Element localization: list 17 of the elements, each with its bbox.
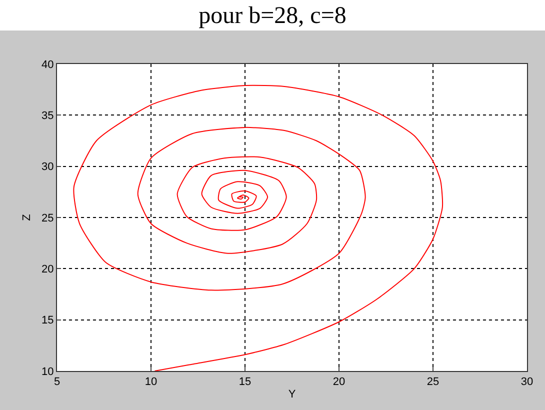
y-tick-label: 40	[42, 58, 54, 71]
x-axis-title: Y	[288, 388, 296, 400]
y-tick-label: 30	[42, 161, 54, 174]
x-tick-label: 5	[54, 376, 60, 388]
x-tick-label: 20	[332, 376, 346, 388]
x-tick-label: 15	[238, 376, 252, 388]
y-tick-label: 15	[42, 314, 54, 327]
y-tick-label: 35	[42, 110, 54, 122]
line-series	[73, 84, 443, 371]
y-tick-label: 20	[42, 264, 54, 276]
y-tick-label: 25	[42, 212, 54, 224]
chart-title: pour b=28, c=8	[198, 2, 346, 29]
y-tick-label: 10	[42, 366, 54, 378]
x-tick-label: 10	[144, 376, 158, 388]
y-axis-title: Z	[21, 214, 34, 221]
x-tick-label: 25	[426, 376, 440, 388]
x-tick-label: 30	[520, 376, 534, 388]
